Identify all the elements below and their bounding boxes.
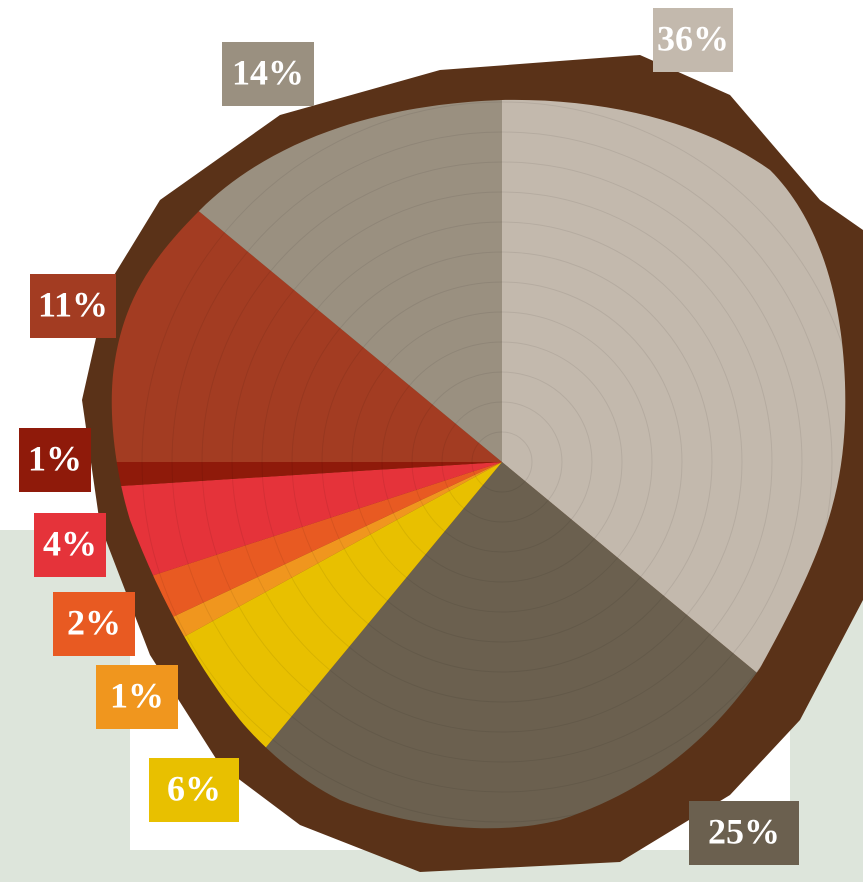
tree-ring xyxy=(141,101,846,823)
labels: 36% 25% 6% 1% 2% 4% 1% 11% 14% xyxy=(19,8,799,865)
value-label: 14% xyxy=(232,52,304,92)
label-box xyxy=(149,758,239,822)
slice xyxy=(111,194,502,462)
value-label: 11% xyxy=(38,284,108,324)
slice xyxy=(121,462,502,665)
tree-ring xyxy=(291,251,713,673)
tree-ring xyxy=(201,161,803,763)
label-box xyxy=(30,274,116,338)
label-box xyxy=(34,513,106,577)
label-box xyxy=(689,801,799,865)
label-box xyxy=(653,8,733,72)
tree-ring xyxy=(231,191,773,733)
label-box xyxy=(96,665,178,729)
value-label: 2% xyxy=(67,602,121,642)
value-label: 4% xyxy=(43,523,97,563)
tree-ring xyxy=(261,221,743,703)
value-label: 36% xyxy=(657,18,729,58)
tree-ring xyxy=(171,131,833,793)
tree-ring xyxy=(471,431,533,493)
slice xyxy=(111,462,502,592)
value-label: 6% xyxy=(167,768,221,808)
slice xyxy=(111,462,502,641)
label-box xyxy=(222,42,314,106)
tree-ring xyxy=(411,371,593,553)
value-label: 1% xyxy=(110,675,164,715)
tree-ring xyxy=(381,341,623,583)
value-label: 25% xyxy=(708,811,780,851)
tree-ring xyxy=(441,401,563,523)
value-label: 1% xyxy=(28,438,82,478)
label-box xyxy=(53,592,135,656)
tree-ring xyxy=(351,311,653,613)
slice xyxy=(111,462,502,489)
label-box xyxy=(19,428,91,492)
tree-ring xyxy=(321,281,683,643)
